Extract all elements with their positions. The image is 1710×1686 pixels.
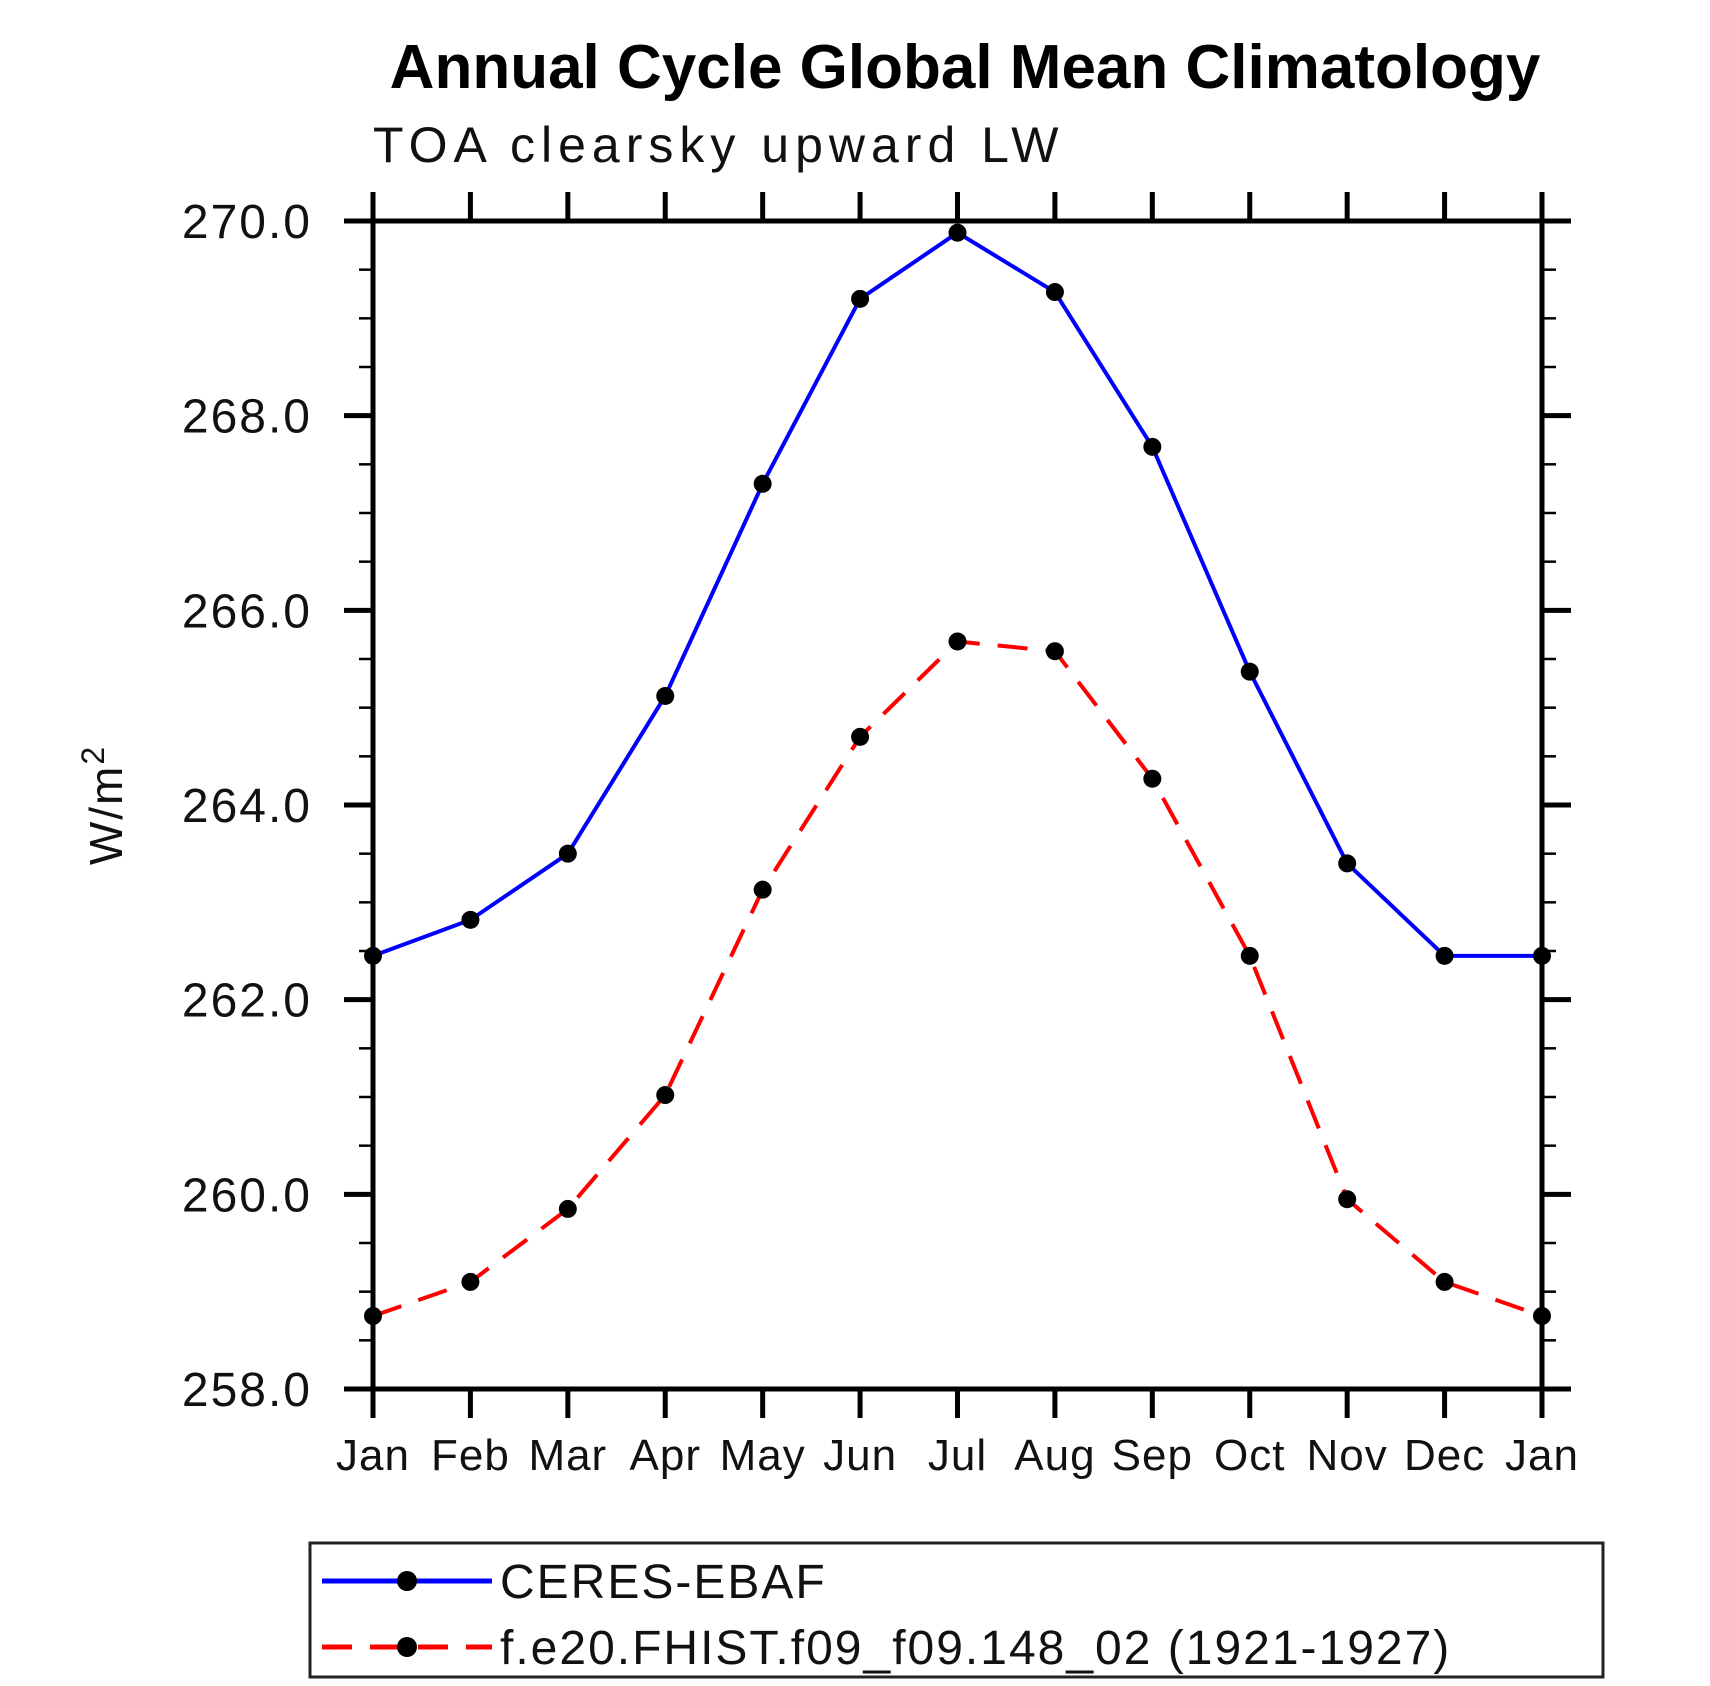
y-tick-label: 260.0 bbox=[182, 1169, 312, 1222]
y-tick-label: 262.0 bbox=[182, 975, 312, 1028]
x-tick-label: Nov bbox=[1307, 1431, 1388, 1480]
data-point bbox=[1143, 437, 1162, 456]
data-point bbox=[1045, 642, 1064, 661]
data-point bbox=[461, 1272, 480, 1291]
y-axis-label: W/m2 bbox=[75, 745, 132, 865]
data-point bbox=[1533, 946, 1551, 965]
y-tick-label: 258.0 bbox=[182, 1364, 312, 1417]
data-point bbox=[461, 910, 480, 929]
legend-marker-model bbox=[397, 1637, 417, 1657]
legend-box: CERES-EBAF f.e20.FHIST.f09_f09.148_02 (1… bbox=[308, 1541, 1605, 1679]
data-point bbox=[1240, 946, 1259, 965]
series-line-1 bbox=[372, 639, 1543, 1318]
data-point bbox=[1338, 854, 1357, 873]
x-tick-label: Apr bbox=[630, 1431, 701, 1480]
data-point bbox=[1533, 1307, 1551, 1325]
data-point bbox=[364, 946, 382, 965]
y-tick-label: 268.0 bbox=[182, 391, 312, 444]
data-point bbox=[1045, 283, 1064, 302]
data-point bbox=[1143, 769, 1162, 788]
chart-title: Annual Cycle Global Mean Climatology bbox=[390, 33, 1541, 102]
y-tick-label: 266.0 bbox=[182, 585, 312, 638]
data-point bbox=[558, 844, 577, 863]
data-point bbox=[1338, 1190, 1357, 1209]
x-tick-label: Sep bbox=[1112, 1431, 1193, 1480]
data-point bbox=[364, 1307, 382, 1325]
x-tick-label: Jul bbox=[928, 1431, 987, 1480]
data-point bbox=[1435, 1272, 1454, 1291]
data-point bbox=[753, 880, 772, 899]
data-point bbox=[1240, 662, 1259, 681]
data-point bbox=[851, 727, 870, 746]
legend-marker-ceres bbox=[397, 1571, 417, 1591]
axes: 270.0 268.0 266.0 264.0 262.0 260.0 258.0 Jan Fe… bbox=[182, 192, 1579, 1480]
data-point bbox=[851, 289, 870, 308]
x-tick-label: Feb bbox=[431, 1431, 510, 1480]
data-point bbox=[558, 1199, 577, 1218]
data-point bbox=[1435, 946, 1454, 965]
x-tick-label: Mar bbox=[528, 1431, 607, 1480]
legend-label-model: f.e20.FHIST.f09_f09.148_02 (1921-1927) bbox=[500, 1622, 1451, 1675]
x-tick-label: Jan bbox=[1505, 1431, 1579, 1480]
data-point bbox=[656, 1086, 675, 1105]
data-point bbox=[948, 223, 967, 242]
legend-label-ceres: CERES-EBAF bbox=[500, 1556, 827, 1609]
y-axis-label-superscript: 2 bbox=[75, 745, 111, 765]
x-tick-label: Jun bbox=[823, 1431, 897, 1480]
x-tick-label: Oct bbox=[1214, 1431, 1285, 1480]
x-tick-label: Dec bbox=[1404, 1431, 1485, 1480]
plot-frame bbox=[370, 218, 1545, 1392]
y-axis-label-base: W/m bbox=[80, 765, 132, 866]
legend-border bbox=[308, 1541, 1605, 1679]
series-line-0 bbox=[372, 230, 1542, 958]
y-tick-label: 264.0 bbox=[182, 780, 312, 833]
data-point bbox=[948, 632, 967, 651]
x-tick-label: Jan bbox=[336, 1431, 410, 1480]
data-point bbox=[753, 474, 772, 493]
x-tick-label: May bbox=[720, 1431, 806, 1480]
x-tick-label: Aug bbox=[1014, 1431, 1095, 1480]
y-tick-label: 270.0 bbox=[182, 196, 312, 249]
series-layer bbox=[364, 223, 1551, 1325]
chart-subtitle: TOA clearsky upward LW bbox=[373, 117, 1064, 173]
data-point bbox=[656, 686, 675, 705]
